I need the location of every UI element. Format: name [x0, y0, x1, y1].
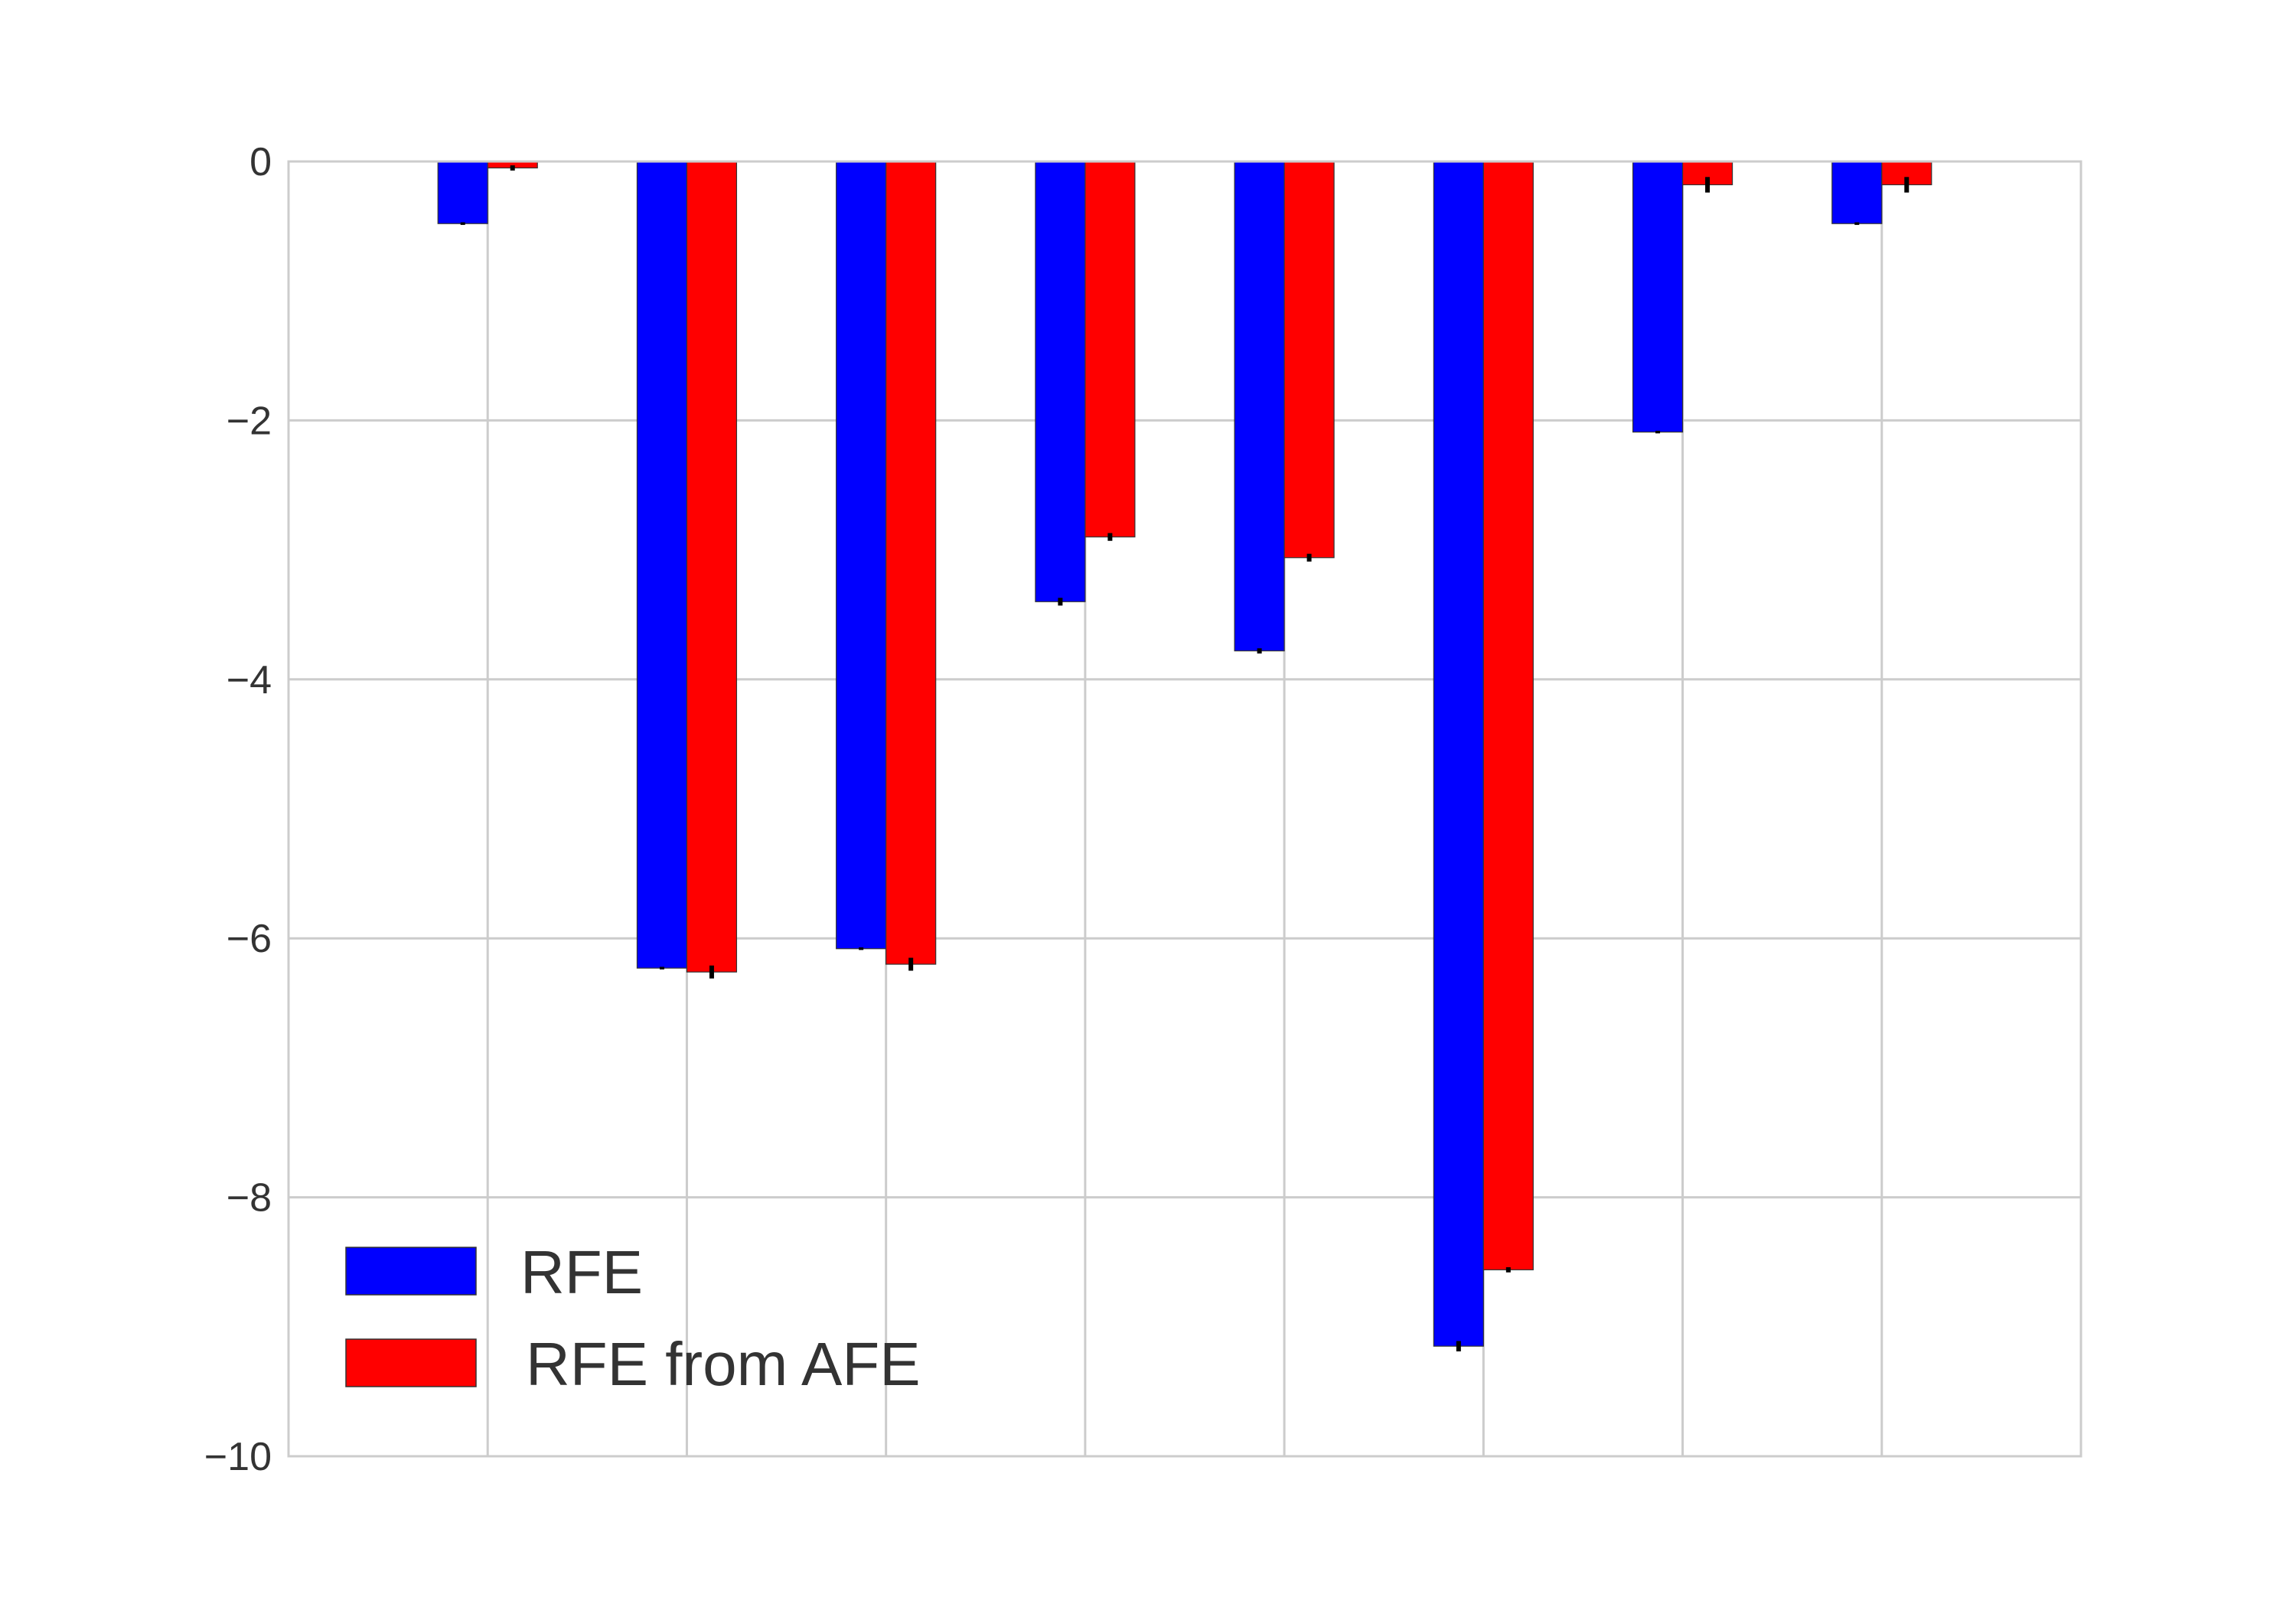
y-tick-label: 0 — [249, 140, 272, 184]
bar-rfe-from-afe — [686, 161, 738, 973]
legend: RFE RFE from AFE — [345, 1238, 921, 1398]
y-tick-label: −4 — [227, 658, 272, 702]
bar-rfe — [1632, 161, 1684, 433]
y-tick-label: −6 — [227, 917, 272, 961]
bar-rfe — [1234, 161, 1285, 652]
bar-rfe-from-afe — [1283, 161, 1335, 559]
y-tick-label: −8 — [227, 1176, 272, 1221]
legend-label-rfe: RFE — [520, 1238, 643, 1306]
legend-swatch-rfe — [345, 1247, 477, 1296]
bar-rfe-from-afe — [885, 161, 937, 965]
bar-rfe — [1433, 161, 1484, 1347]
bar-rfe — [836, 161, 887, 950]
bar-rfe — [1831, 161, 1883, 224]
y-tick-label: −2 — [227, 399, 272, 443]
bar-rfe-from-afe — [1084, 161, 1136, 538]
error-bars — [460, 165, 1910, 1351]
bar-rfe-from-afe — [1482, 161, 1534, 1270]
bar-rfe — [1035, 161, 1086, 602]
bar-rfe — [636, 161, 688, 969]
plot-frame — [287, 160, 2082, 1458]
legend-label-rfe-from-afe: RFE from AFE — [526, 1330, 921, 1398]
y-axis-tick-labels: 0 −2 −4 −6 −8 −10 — [204, 140, 272, 1479]
y-tick-label: −10 — [204, 1435, 272, 1479]
legend-swatch-rfe-from-afe — [345, 1338, 477, 1387]
bars — [437, 161, 1932, 1347]
bar-rfe — [437, 161, 488, 224]
